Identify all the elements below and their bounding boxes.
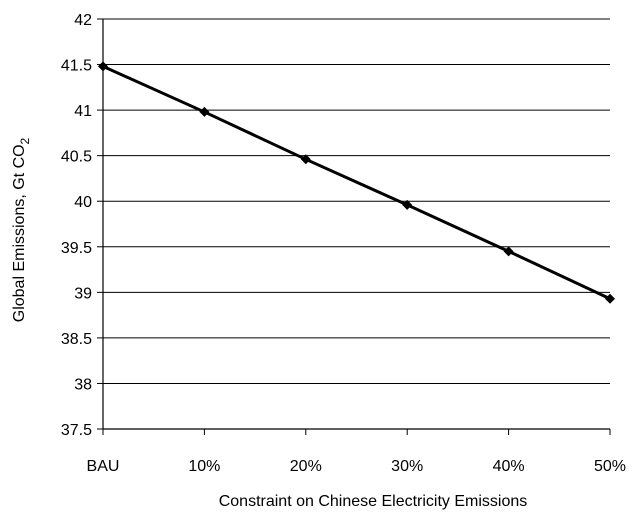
x-tick-labels: BAU 10% 20% 30% 40% 50%: [87, 458, 626, 475]
y-axis-title-subscript: 2: [18, 137, 32, 144]
data-series: [98, 61, 615, 304]
data-point: [300, 154, 311, 165]
data-point: [98, 61, 108, 72]
data-point: [605, 293, 615, 304]
series-line: [102, 65, 611, 301]
y-tick-labels: 37.5 38 38.5 39 39.5 40 40.5 41 41.5 42: [61, 12, 92, 439]
data-point: [503, 246, 514, 257]
y-tick-label: 40.5: [61, 149, 92, 166]
y-tick-label: 42: [74, 12, 92, 29]
y-axis-title: Global Emissions, Gt CO2: [11, 137, 32, 322]
data-point: [199, 106, 210, 117]
axes: [97, 18, 611, 435]
y-tick-label: 39.5: [61, 240, 92, 257]
y-tick-label: 38.5: [61, 331, 92, 348]
x-tick-label: 20%: [290, 458, 322, 475]
y-tick-label: 40: [74, 194, 92, 211]
y-tick-label: 37.5: [61, 422, 92, 439]
data-point: [402, 199, 413, 210]
x-tick-label: 50%: [594, 458, 626, 475]
y-tick-label: 39: [74, 285, 92, 302]
gridlines: [103, 18, 610, 384]
y-tick-label: 38: [74, 376, 92, 393]
x-tick-label: 30%: [391, 458, 423, 475]
y-axis-title-main: Global Emissions, Gt CO: [11, 144, 28, 322]
x-tick-label: BAU: [87, 458, 120, 475]
x-tick-label: 10%: [188, 458, 220, 475]
x-tick-label: 40%: [493, 458, 525, 475]
y-tick-label: 41: [74, 103, 92, 120]
y-tick-label: 41.5: [61, 58, 92, 75]
x-axis-title: Constraint on Chinese Electricity Emissi…: [219, 493, 528, 510]
